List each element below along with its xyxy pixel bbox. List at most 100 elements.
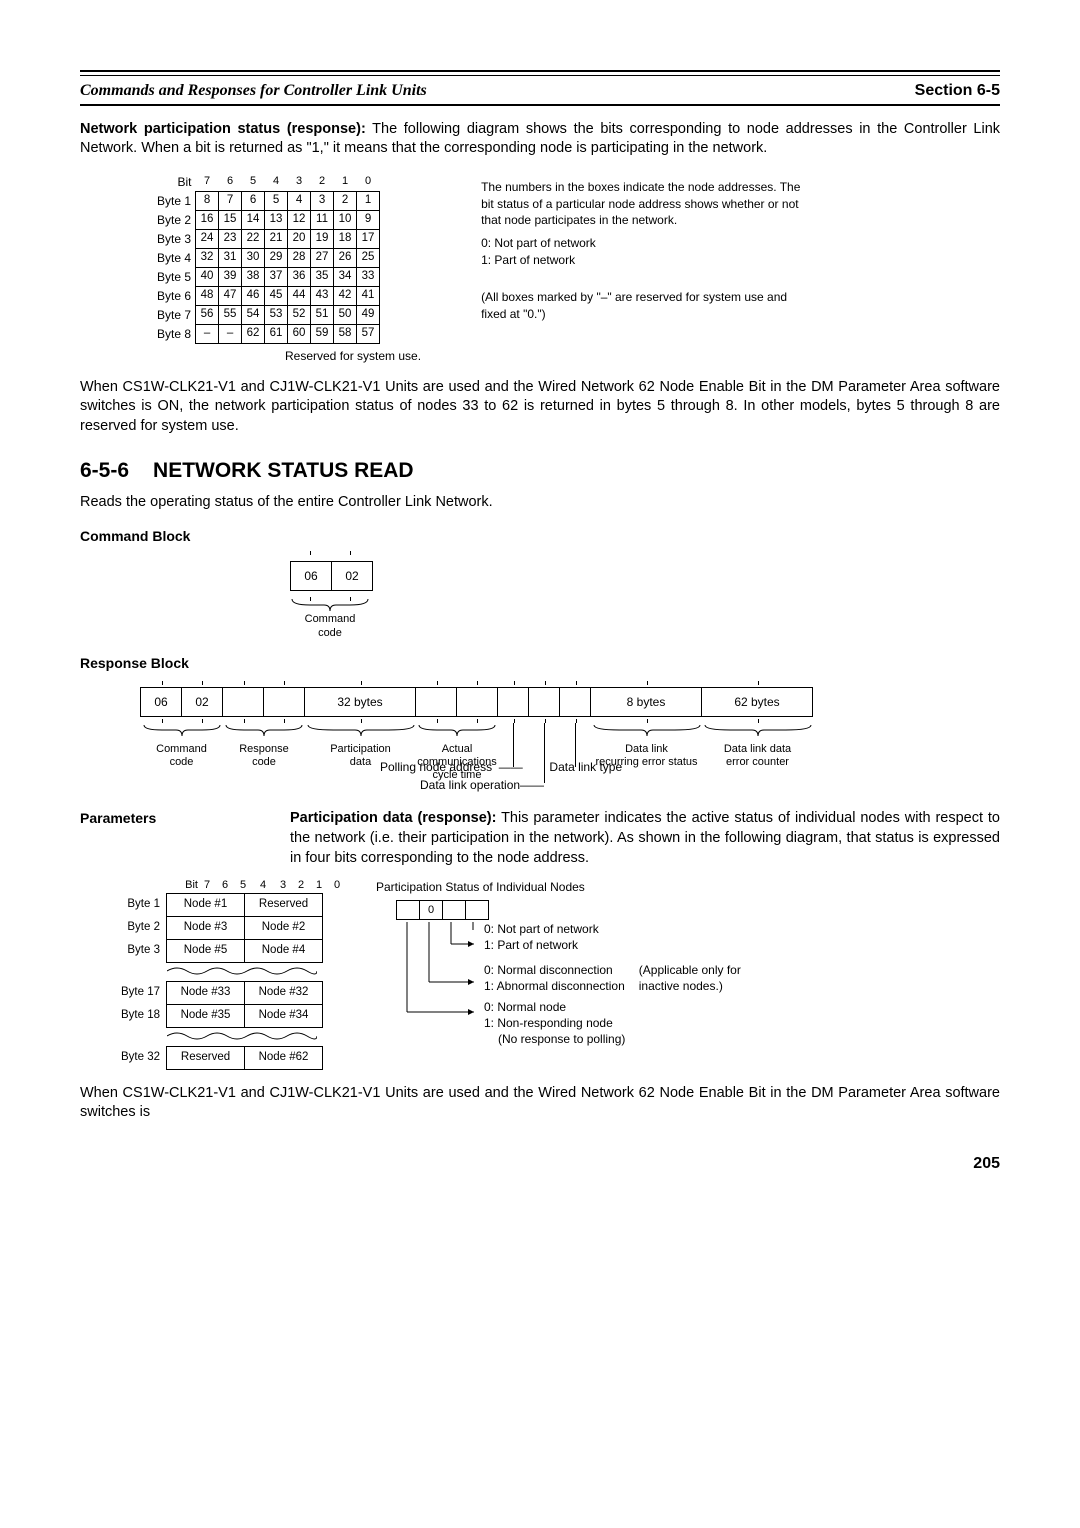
byte-row-label: Byte 5 xyxy=(155,267,196,286)
response-cell: 62 bytes xyxy=(702,687,813,717)
bit-cell: 10 xyxy=(334,210,357,229)
top-rule-3 xyxy=(80,104,1000,106)
bit-cell: 9 xyxy=(357,210,380,229)
response-cell xyxy=(264,687,305,717)
legend-1: 1: Part of network xyxy=(481,253,575,267)
bit-cell: 32 xyxy=(196,248,219,267)
bit-cell: 18 xyxy=(334,229,357,248)
bit-cell: 59 xyxy=(311,324,334,343)
cmd-byte-1: 02 xyxy=(332,561,373,591)
bit-cell: 55 xyxy=(219,305,242,324)
bit-cell: 22 xyxy=(242,229,265,248)
response-group xyxy=(560,681,591,767)
byte-row-label: Byte 6 xyxy=(155,286,196,305)
running-head-right: Section 6-5 xyxy=(915,80,1000,102)
legend-p2: (All boxes marked by "–" are reserved fo… xyxy=(481,289,801,323)
response-label: Response code xyxy=(224,743,304,769)
section-title: NETWORK STATUS READ xyxy=(153,457,414,485)
bit-cell: 4 xyxy=(288,191,311,210)
para-reads-status: Reads the operating status of the entire… xyxy=(80,493,1000,513)
byte-cell-left: Node #33 xyxy=(167,981,245,1004)
response-cell xyxy=(223,687,264,717)
bit-cell: 7 xyxy=(219,191,242,210)
para-participation-data: Participation data (response): This para… xyxy=(290,809,1000,868)
bit-cell: 15 xyxy=(219,210,242,229)
bit-cell: 58 xyxy=(334,324,357,343)
response-block-heading: Response Block xyxy=(80,654,1000,673)
parameters-heading: Parameters xyxy=(80,809,290,828)
legend-line-1-side: (Applicable only for inactive nodes.) xyxy=(639,963,741,994)
bit-label: Bit xyxy=(155,173,196,192)
byte-cell-left: Node #35 xyxy=(167,1004,245,1027)
bit-table-legend: The numbers in the boxes indicate the no… xyxy=(481,173,801,329)
legend-p1: The numbers in the boxes indicate the no… xyxy=(481,179,801,229)
response-cell: 32 bytes xyxy=(305,687,416,717)
legend-line-1b: 1: Abnormal disconnection xyxy=(484,979,625,995)
response-cell xyxy=(529,687,560,717)
response-bottom-notes: Polling node address —— Data link type D… xyxy=(320,759,1000,793)
command-block-heading: Command Block xyxy=(80,527,1000,546)
bit-cell: 2 xyxy=(334,191,357,210)
reserved-note: Reserved for system use. xyxy=(285,348,421,364)
byte-row-label: Byte 17 xyxy=(120,981,167,1004)
response-cell xyxy=(416,687,457,717)
bit-cell: 34 xyxy=(334,267,357,286)
byte-row-label: Byte 4 xyxy=(155,248,196,267)
bit-cell: – xyxy=(219,324,242,343)
bit-cell: 23 xyxy=(219,229,242,248)
byte-table: Byte 1Node #1ReservedByte 2Node #3Node #… xyxy=(120,893,323,1070)
byte-row-label: Byte 1 xyxy=(120,893,167,916)
response-group xyxy=(498,681,529,767)
byte-cell-right: Reserved xyxy=(245,893,323,916)
legend-line-2-extra: (No response to polling) xyxy=(498,1032,741,1048)
bit-cell: 20 xyxy=(288,229,311,248)
bit-cell: 52 xyxy=(288,305,311,324)
command-block-figure: 06 02 Command code xyxy=(290,555,1000,640)
bit-cell: 50 xyxy=(334,305,357,324)
bit-cell: 12 xyxy=(288,210,311,229)
response-label: Command code xyxy=(142,743,222,769)
bit-cell: 21 xyxy=(265,229,288,248)
bit-cell: 51 xyxy=(311,305,334,324)
legend-line-2b: 1: Non-responding node xyxy=(484,1016,741,1032)
byte-cell-left: Node #3 xyxy=(167,916,245,939)
response-cell xyxy=(560,687,591,717)
para-cs1w-note-1: When CS1W-CLK21-V1 and CJ1W-CLK21-V1 Uni… xyxy=(80,378,1000,437)
response-cell xyxy=(498,687,529,717)
bit-cell: 35 xyxy=(311,267,334,286)
bit-cell: 48 xyxy=(196,286,219,305)
bit-cell: 13 xyxy=(265,210,288,229)
response-cell: 02 xyxy=(182,687,223,717)
bit-table: Bit 7 6 5 4 3 2 1 0 Byte 187654321Byte 2… xyxy=(155,173,380,344)
bit-cell: 45 xyxy=(265,286,288,305)
byte-row-label: Byte 32 xyxy=(120,1046,167,1069)
bit-cell: 36 xyxy=(288,267,311,286)
bit-cell: – xyxy=(196,324,219,343)
bit-cell: 40 xyxy=(196,267,219,286)
bit-cell: 28 xyxy=(288,248,311,267)
legend-title: Participation Status of Individual Nodes xyxy=(376,878,741,896)
bit-cell: 19 xyxy=(311,229,334,248)
response-group: Response code xyxy=(223,681,305,769)
byte-cell-right: Node #34 xyxy=(245,1004,323,1027)
bit-cell: 39 xyxy=(219,267,242,286)
bit-cell: 38 xyxy=(242,267,265,286)
cmd-byte-0: 06 xyxy=(290,561,332,591)
bit-cell: 30 xyxy=(242,248,265,267)
bit-cell: 5 xyxy=(265,191,288,210)
response-group: 8 bytesData link recurring error status xyxy=(591,681,702,769)
response-block-figure: 0602Command codeResponse code32 bytesPar… xyxy=(140,681,1000,793)
bit-cell: 14 xyxy=(242,210,265,229)
bit-cell: 27 xyxy=(311,248,334,267)
para4-bold: Participation data (response): xyxy=(290,810,496,826)
byte-row-label: Byte 18 xyxy=(120,1004,167,1027)
bit-cell: 8 xyxy=(196,191,219,210)
legend-line-2a: 0: Normal node xyxy=(484,1000,741,1016)
response-cell: 06 xyxy=(140,687,182,717)
page-number: 205 xyxy=(80,1153,1000,1175)
byte-cell-right: Node #32 xyxy=(245,981,323,1004)
bit-cell: 49 xyxy=(357,305,380,324)
para-cs1w-note-2: When CS1W-CLK21-V1 and CJ1W-CLK21-V1 Uni… xyxy=(80,1084,1000,1123)
bit-cell: 47 xyxy=(219,286,242,305)
byte-cell-right: Node #4 xyxy=(245,939,323,962)
